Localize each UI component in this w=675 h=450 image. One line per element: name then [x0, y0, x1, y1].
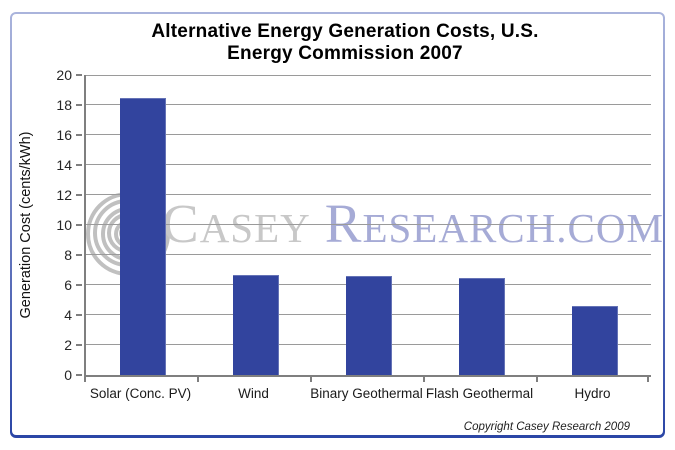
- y-tick-label-6: 6: [64, 277, 72, 293]
- gridline-8: [86, 254, 651, 255]
- y-tick-label-16: 16: [56, 127, 72, 143]
- y-tick-label-14: 14: [56, 157, 72, 173]
- copyright-note: Copyright Casey Research 2009: [463, 421, 630, 433]
- y-tick-label-4: 4: [64, 307, 72, 323]
- x-tick-mark-1: [197, 377, 199, 382]
- gridline-18: [86, 104, 651, 105]
- y-tick-mark-4: [76, 314, 82, 316]
- x-category-label: Binary Geothermal: [310, 386, 423, 401]
- watermark-word-research: Research.com: [324, 193, 664, 254]
- y-tick-label-12: 12: [56, 187, 72, 203]
- x-category-label: Solar (Conc. PV): [89, 386, 192, 401]
- x-tick-mark-5: [647, 377, 649, 382]
- y-axis-title: Generation Cost (cents/kWh): [18, 131, 34, 319]
- y-tick-label-18: 18: [56, 97, 72, 113]
- bar-binary-geothermal: [345, 276, 392, 375]
- y-tick-label-2: 2: [64, 337, 72, 353]
- y-tick-mark-18: [76, 104, 82, 106]
- gridline-12: [86, 194, 651, 195]
- gridline-14: [86, 164, 651, 165]
- x-category-label: Wind: [238, 386, 269, 401]
- y-tick-label-8: 8: [64, 247, 72, 263]
- bar-solar-conc-pv: [119, 97, 166, 375]
- y-tick-mark-20: [76, 74, 82, 76]
- y-tick-mark-14: [76, 164, 82, 166]
- x-category-label: Flash Geothermal: [425, 386, 534, 401]
- x-tick-mark-4: [536, 377, 538, 382]
- x-tick-mark-0: [84, 377, 86, 382]
- y-tick-label-20: 20: [56, 67, 72, 83]
- y-tick-mark-2: [76, 344, 82, 346]
- y-tick-mark-8: [76, 254, 82, 256]
- x-category-label: Hydro: [574, 386, 611, 401]
- chart-title: Alternative Energy Generation Costs, U.S…: [20, 21, 670, 65]
- y-tick-label-0: 0: [64, 367, 72, 383]
- y-tick-mark-0: [76, 374, 82, 376]
- gridline-16: [86, 134, 651, 135]
- y-tick-mark-16: [76, 134, 82, 136]
- gridline-20: [86, 75, 651, 76]
- plot-area: [84, 75, 651, 377]
- y-tick-label-10: 10: [56, 217, 72, 233]
- bar-flash-geothermal: [458, 277, 505, 375]
- bar-wind: [232, 274, 279, 375]
- watermark-word-casey: Casey: [162, 193, 311, 254]
- bar-hydro: [571, 306, 618, 375]
- y-tick-mark-6: [76, 284, 82, 286]
- y-tick-mark-10: [76, 224, 82, 226]
- chart-title-line1: Alternative Energy Generation Costs, U.S…: [151, 21, 539, 42]
- chart-title-line2: Energy Commission 2007: [227, 43, 463, 64]
- gridline-10: [86, 224, 651, 225]
- x-tick-mark-3: [423, 377, 425, 382]
- x-tick-mark-2: [310, 377, 312, 382]
- y-tick-mark-12: [76, 194, 82, 196]
- watermark-text: Casey Research.com: [162, 196, 664, 251]
